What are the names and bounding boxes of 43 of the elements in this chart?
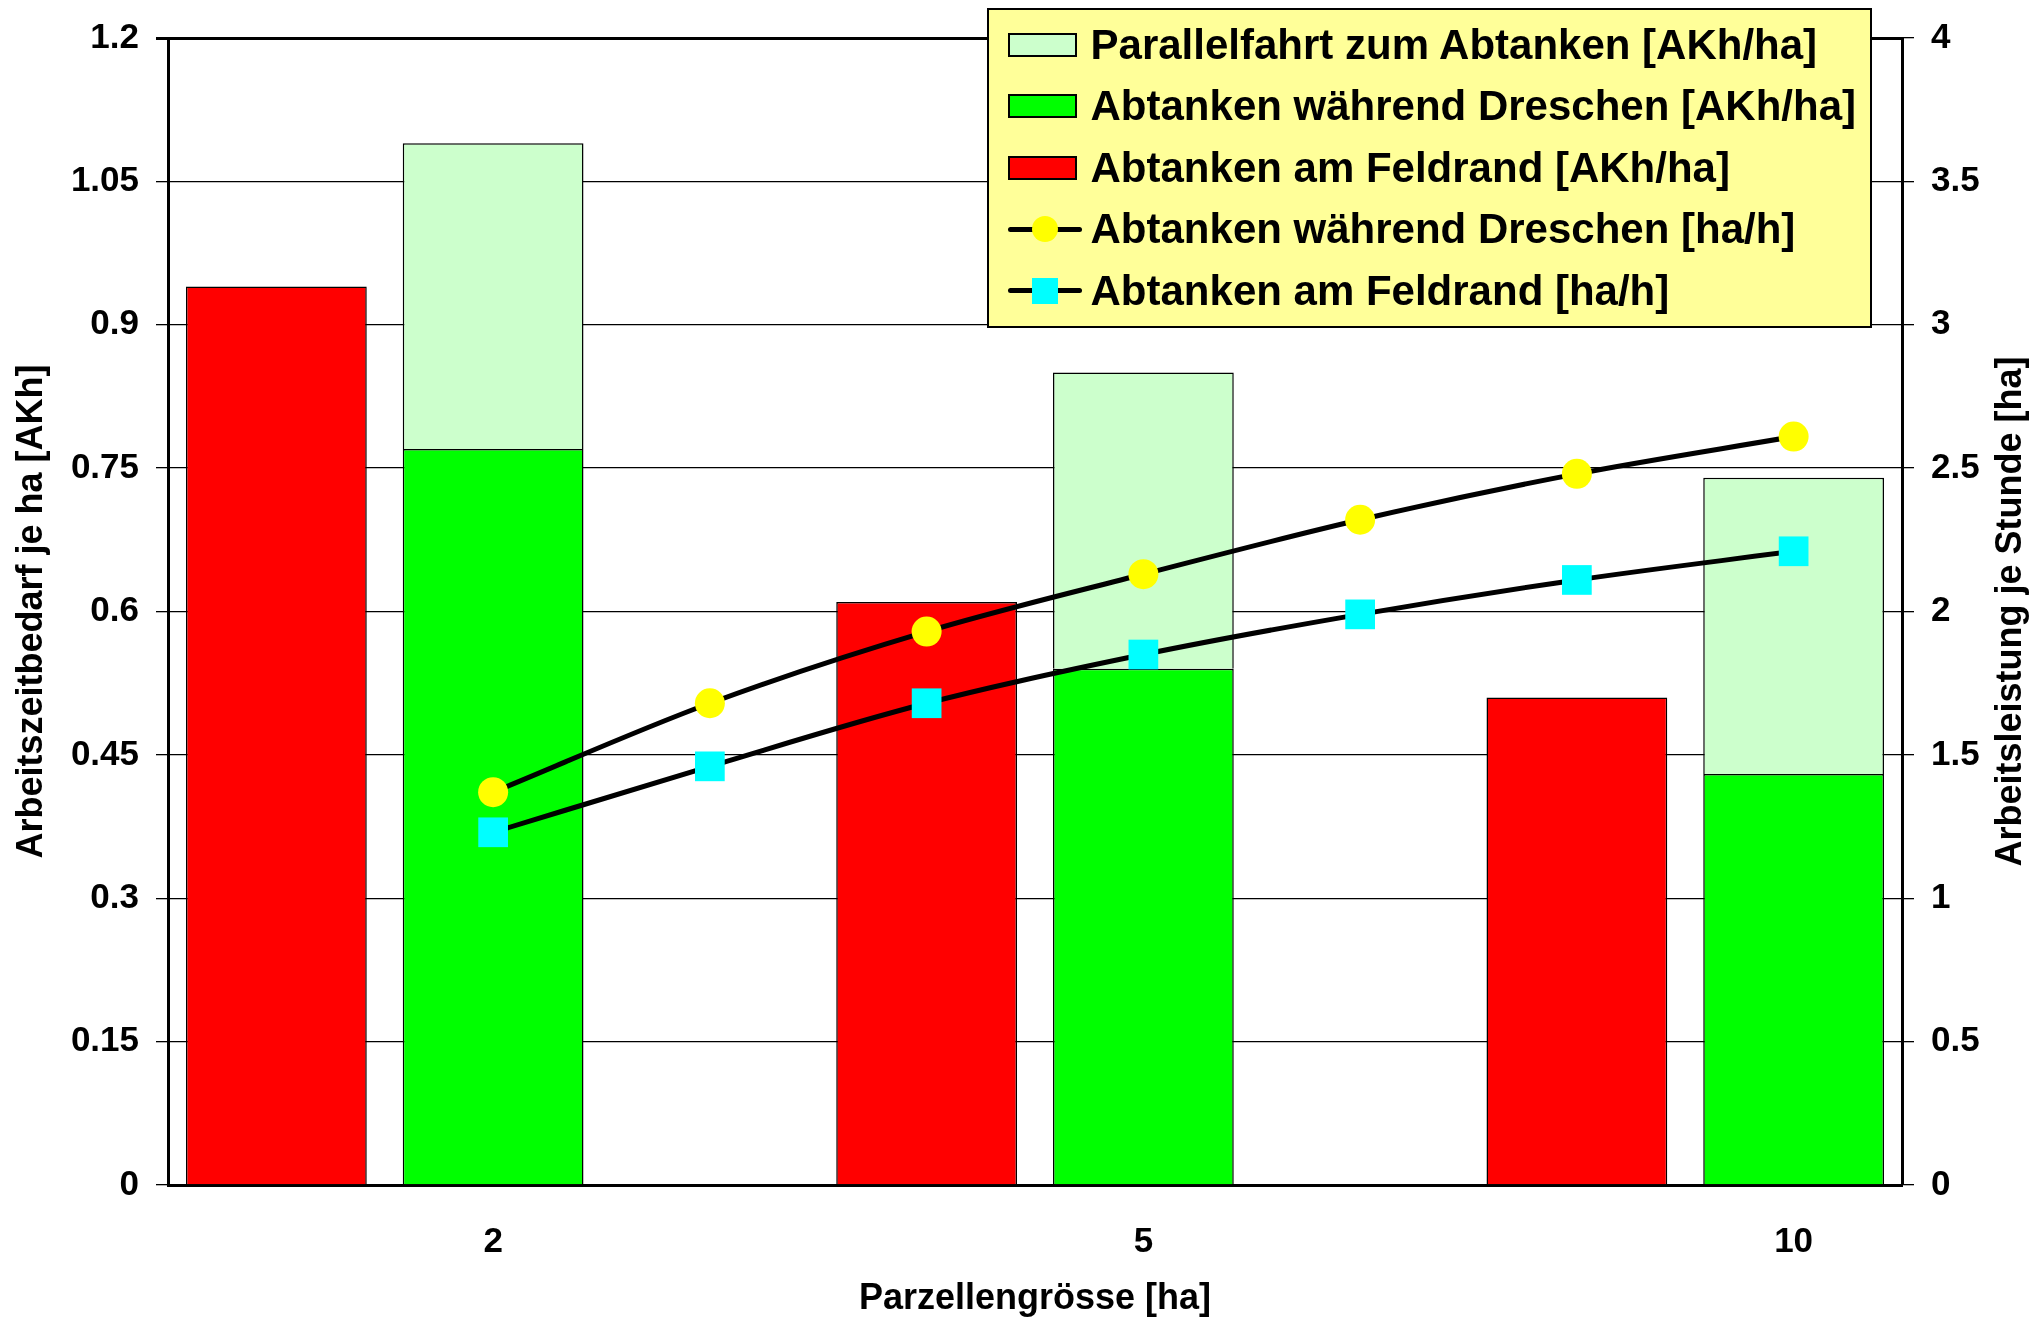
legend-label: Abtanken während Dreschen [AKh/ha] bbox=[1090, 82, 1856, 131]
legend-label: Abtanken am Feldrand [AKh/ha] bbox=[1090, 143, 1730, 192]
y2-tick-label: 1 bbox=[1931, 875, 1951, 915]
y2-tick-label: 1.5 bbox=[1931, 732, 1980, 772]
y2-tick-label: 0.5 bbox=[1931, 1019, 1980, 1059]
y2-axis-title: Arbeitsleistung je Stunde [ha] bbox=[1987, 356, 2029, 867]
x-axis-title: Parzellengrösse [ha] bbox=[858, 1276, 1212, 1318]
point bbox=[911, 688, 942, 719]
point bbox=[695, 751, 725, 782]
legend-label: Parallelfahrt zum Abtanken [AKh/ha] bbox=[1090, 20, 1818, 69]
point bbox=[478, 817, 508, 848]
x-tick-label: 2 bbox=[483, 1219, 503, 1259]
point bbox=[478, 777, 509, 808]
y-tick-label: 0.15 bbox=[70, 1019, 139, 1059]
y-tick-label: 0.45 bbox=[70, 732, 139, 772]
y-tick-label: 1.05 bbox=[70, 159, 139, 199]
point bbox=[1345, 504, 1376, 535]
legend-label: Abtanken am Feldrand [ha/h] bbox=[1090, 266, 1670, 315]
point bbox=[1345, 599, 1375, 630]
x-tick-label: 10 bbox=[1774, 1219, 1814, 1259]
y-tick-label: 0.6 bbox=[90, 589, 139, 629]
y-tick-label: 0.9 bbox=[90, 302, 139, 342]
y-axis-title: Arbeitszeitbedarf je ha [AKh] bbox=[8, 364, 50, 859]
y2-tick-label: 2.5 bbox=[1931, 445, 1980, 485]
point bbox=[694, 688, 725, 719]
point bbox=[911, 616, 942, 647]
y2-tick-label: 3.5 bbox=[1931, 159, 1980, 199]
y-tick-label: 0.75 bbox=[70, 445, 139, 485]
legend-label: Abtanken während Dreschen [ha/h] bbox=[1090, 205, 1796, 254]
point bbox=[1561, 458, 1592, 489]
y2-tick-label: 4 bbox=[1931, 15, 1951, 55]
y2-tick-label: 0 bbox=[1931, 1162, 1951, 1202]
point bbox=[1128, 639, 1159, 670]
y2-tick-label: 2 bbox=[1931, 589, 1951, 629]
y-tick-label: 0 bbox=[119, 1162, 139, 1202]
point bbox=[1562, 565, 1592, 595]
y-tick-label: 1.2 bbox=[90, 15, 139, 55]
y-tick-label: 0.3 bbox=[90, 875, 139, 915]
y2-tick-label: 3 bbox=[1931, 302, 1951, 342]
point bbox=[1128, 559, 1159, 590]
point bbox=[1778, 421, 1809, 452]
x-tick-label: 5 bbox=[1133, 1219, 1154, 1259]
point bbox=[1778, 536, 1809, 567]
